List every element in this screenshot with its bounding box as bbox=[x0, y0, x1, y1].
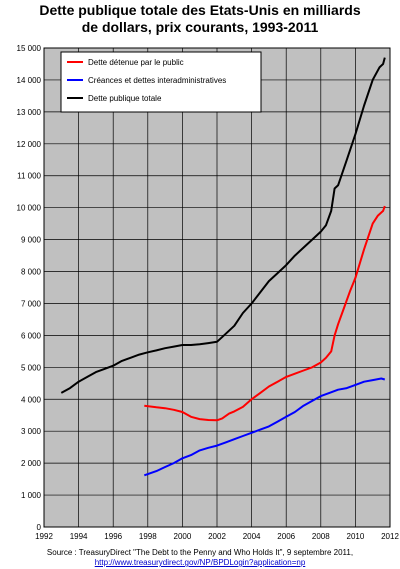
legend-label: Dette détenue par le public bbox=[88, 58, 184, 67]
x-tick-label: 1992 bbox=[35, 532, 53, 541]
legend-box bbox=[60, 51, 262, 113]
source-note: Source : TreasuryDirect "The Debt to the… bbox=[46, 548, 354, 557]
y-tick-label: 8 000 bbox=[21, 268, 42, 277]
legend-label: Créances et dettes interadministratives bbox=[88, 76, 226, 85]
y-tick-label: 1 000 bbox=[21, 491, 42, 500]
y-tick-label: 15 000 bbox=[17, 44, 42, 53]
y-tick-label: 9 000 bbox=[21, 236, 42, 245]
y-tick-label: 5 000 bbox=[21, 363, 42, 372]
plot-border bbox=[43, 47, 391, 528]
series-line bbox=[143, 377, 386, 477]
series-line bbox=[144, 205, 386, 422]
x-tick-label: 2010 bbox=[347, 532, 365, 541]
x-tick-label: 2012 bbox=[381, 532, 399, 541]
y-tick-label: 7 000 bbox=[21, 299, 42, 308]
x-tick-label: 1994 bbox=[70, 532, 88, 541]
chart-title-line-1: Dette publique totale des Etats-Unis en … bbox=[39, 2, 361, 18]
y-tick-label: 4 000 bbox=[21, 395, 42, 404]
series-line bbox=[60, 57, 386, 394]
source-link[interactable]: http://www.treasurydirect.gov/NP/BPDLogi… bbox=[94, 558, 306, 567]
y-tick-label: 11 000 bbox=[17, 172, 41, 181]
x-tick-label: 1998 bbox=[139, 532, 157, 541]
x-tick-label: 2008 bbox=[312, 532, 330, 541]
x-tick-label: 1996 bbox=[104, 532, 122, 541]
chart-title-line-2: de dollars, prix courants, 1993-2011 bbox=[81, 19, 319, 35]
y-tick-label: 10 000 bbox=[17, 204, 42, 213]
y-tick-label: 0 bbox=[37, 523, 42, 532]
y-tick-label: 13 000 bbox=[17, 108, 42, 117]
y-tick-label: 6 000 bbox=[21, 331, 42, 340]
y-tick-label: 2 000 bbox=[21, 459, 42, 468]
y-tick-label: 14 000 bbox=[17, 76, 42, 85]
y-tick-label: 3 000 bbox=[21, 427, 42, 436]
x-tick-label: 2004 bbox=[243, 532, 261, 541]
x-tick-label: 2002 bbox=[208, 532, 226, 541]
x-tick-label: 2006 bbox=[277, 532, 295, 541]
chart-title: Dette publique totale des Etats-Unis en … bbox=[0, 2, 400, 36]
x-tick-label: 2000 bbox=[174, 532, 192, 541]
legend-label: Dette publique totale bbox=[88, 94, 162, 103]
y-tick-label: 12 000 bbox=[17, 140, 42, 149]
